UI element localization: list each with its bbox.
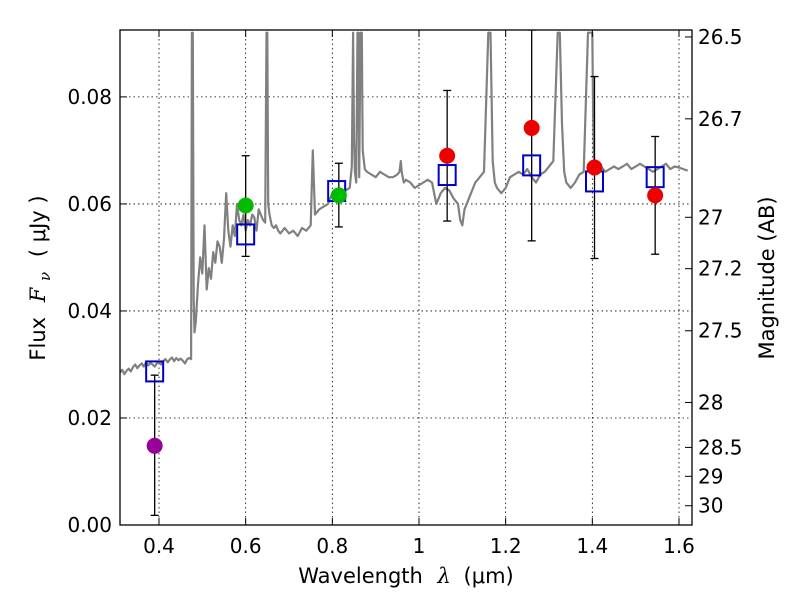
- observed-flux-point: [237, 197, 254, 214]
- y-tick-label: 0.02: [67, 406, 112, 430]
- y-tick-label: 0.06: [67, 192, 112, 216]
- model-band-square: [645, 166, 665, 189]
- x-tick-label: 1.2: [490, 534, 522, 558]
- x-tick-label: 0.8: [316, 534, 348, 558]
- y2-tick-label: 28.5: [698, 435, 743, 459]
- x-tick-label: 1: [413, 534, 426, 558]
- y-tick-label: 0.00: [67, 513, 112, 537]
- observed-flux-point: [330, 187, 347, 204]
- model-band-square: [437, 164, 457, 187]
- y2-axis-title: Magnitude (AB): [755, 196, 779, 359]
- x-axis-unit: (μm): [464, 564, 514, 588]
- x-axis-symbol: λ: [437, 564, 451, 588]
- grid: [120, 30, 692, 526]
- y2-tick-label: 27: [698, 205, 723, 229]
- y-axis-symbol: F: [26, 286, 50, 303]
- y2-tick-label: 26.5: [698, 25, 743, 49]
- observed-flux-point: [523, 119, 540, 136]
- observed-flux-point: [439, 147, 456, 164]
- model-band-square: [145, 360, 165, 383]
- y2-tick-label: 27.5: [698, 319, 743, 343]
- y2-tick-label: 26.7: [698, 107, 743, 131]
- x-tick-label: 0.4: [143, 534, 175, 558]
- y-tick-label: 0.08: [67, 85, 112, 109]
- model-band-square: [522, 154, 542, 177]
- y-axis-subscript: ν: [36, 272, 54, 281]
- observed-flux-point: [647, 187, 664, 204]
- x-axis-label: Wavelength: [298, 564, 423, 588]
- y-axis-title: Flux F ν ( μJy ): [26, 195, 55, 360]
- y-tick-label: 0.04: [67, 299, 112, 323]
- y2-tick-label: 28: [698, 390, 723, 414]
- y-axis-label: Flux: [26, 317, 50, 361]
- model-spectrum-line: [120, 31, 689, 376]
- x-axis-title: Wavelength λ (μm): [298, 564, 513, 588]
- x-tick-label: 1.6: [663, 534, 695, 558]
- observed-flux-point: [586, 159, 603, 176]
- observed-flux-point: [146, 437, 163, 454]
- model-band-square: [236, 223, 256, 246]
- y-axis-unit: ( μJy ): [26, 195, 50, 257]
- y2-tick-label: 29: [698, 464, 723, 488]
- y2-tick-label: 30: [698, 494, 723, 518]
- x-tick-label: 0.6: [230, 534, 262, 558]
- y2-tick-label: 27.2: [698, 257, 743, 281]
- plot-frame: [119, 29, 693, 526]
- axes-ticks: 0.4 0.6 0.8 1 1.2 1.4 1.6 0.00 0.02 0.04 0.06 0.08 2…: [67, 25, 742, 558]
- x-tick-label: 1.4: [576, 534, 608, 558]
- plot-area: [120, 30, 689, 517]
